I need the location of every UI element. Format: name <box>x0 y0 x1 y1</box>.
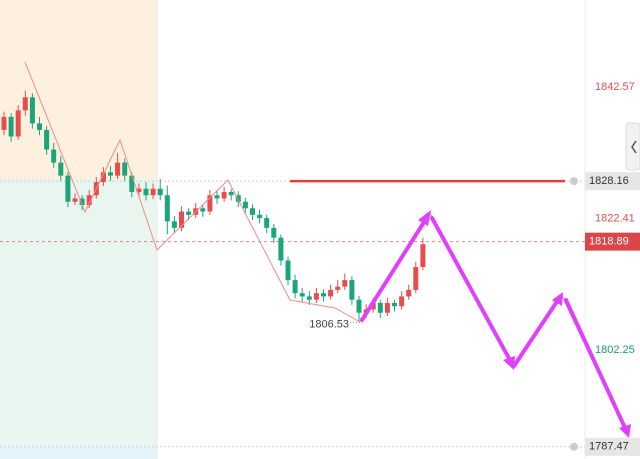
price-label: 1818.89 <box>589 236 629 248</box>
candle-body <box>242 201 248 209</box>
zone-lower <box>0 179 157 446</box>
zone-bottom <box>0 446 157 459</box>
candle-body <box>136 188 142 192</box>
candle-body <box>115 162 121 176</box>
price-label: 1822.41 <box>595 213 635 225</box>
candle-body <box>328 289 334 297</box>
candle-body <box>299 293 305 297</box>
candle-body <box>51 149 57 163</box>
candle-body <box>79 198 85 206</box>
candle-body <box>164 195 170 222</box>
chevron-icon <box>631 140 637 154</box>
candle-body <box>278 237 284 261</box>
candle-body <box>22 97 28 111</box>
candle-body <box>356 299 362 313</box>
candle-body <box>44 129 50 150</box>
arrow <box>564 298 628 432</box>
candle-body <box>157 188 163 196</box>
candle-body <box>264 218 270 228</box>
price-box <box>585 172 640 191</box>
zigzag <box>24 61 361 323</box>
candle-body <box>292 280 298 294</box>
alert-icon <box>570 442 578 451</box>
candle-body <box>65 175 71 202</box>
arrow <box>512 298 560 368</box>
arrow-heads <box>418 210 631 438</box>
arrow <box>430 216 513 364</box>
candle-body <box>413 267 419 290</box>
candle-body <box>313 293 319 300</box>
candle-body <box>228 191 234 196</box>
price-label: 1842.57 <box>595 81 635 93</box>
candle-body <box>342 280 348 287</box>
candle-body <box>37 123 42 130</box>
candle-body <box>384 302 390 313</box>
candle-body <box>72 198 78 202</box>
candle-body <box>108 172 113 176</box>
price-box <box>585 437 640 456</box>
price-label: 1787.47 <box>589 441 629 453</box>
candle-body <box>171 221 177 228</box>
arrow-head <box>418 210 431 226</box>
candle-body <box>129 175 135 192</box>
forecast-arrows <box>360 216 628 432</box>
candle-body <box>1 116 7 130</box>
candle-body <box>150 188 156 196</box>
price-label: 1802.25 <box>595 344 635 356</box>
price-box <box>585 232 640 251</box>
candle-body <box>285 260 291 281</box>
candle-body <box>321 293 326 297</box>
candle-body <box>122 162 128 176</box>
candle-body <box>100 172 106 183</box>
candle-body <box>370 302 376 310</box>
arrow-head <box>619 424 631 438</box>
candle-body <box>8 116 14 137</box>
candle-body <box>15 110 21 137</box>
arrow <box>360 217 428 322</box>
candle-body <box>392 302 397 307</box>
alert-icon <box>570 177 578 186</box>
candle-body <box>306 296 312 300</box>
candle-body <box>235 195 241 202</box>
candle-body <box>86 195 92 206</box>
candle-body <box>257 214 263 219</box>
candle-body <box>250 208 255 215</box>
candle-body <box>214 195 220 199</box>
candle-body <box>406 289 412 297</box>
candle-body <box>221 191 227 199</box>
candle-body <box>207 195 213 212</box>
candle-body <box>143 188 149 196</box>
price-label: 1828.16 <box>589 175 629 187</box>
candle-body <box>58 162 64 176</box>
arrow-head <box>552 292 563 306</box>
zone-upper <box>0 0 157 179</box>
candle-body <box>186 211 192 215</box>
candle-body <box>349 280 355 300</box>
candle-body <box>377 302 383 313</box>
candle-body <box>29 97 35 124</box>
arrow-head <box>503 356 515 370</box>
candle-body <box>200 208 206 212</box>
low-label: 1806.53 <box>309 318 349 330</box>
candle-body <box>420 244 426 268</box>
side-tab[interactable] <box>625 122 640 171</box>
candle-body <box>335 286 341 290</box>
candle-body <box>399 296 405 307</box>
candle-body <box>179 211 184 228</box>
candle-body <box>271 227 277 238</box>
